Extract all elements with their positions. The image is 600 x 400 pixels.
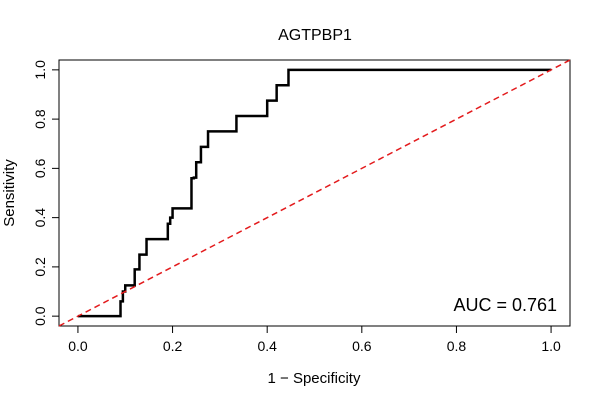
y-axis-title: Sensitivity	[1, 159, 18, 227]
chart-title: AGTPBP1	[278, 27, 352, 44]
x-tick-label: 0.6	[352, 338, 372, 354]
reference-diagonal-line	[58, 59, 571, 327]
series-layer	[58, 59, 571, 327]
y-tick-label: 0.6	[32, 158, 48, 178]
roc-curve-line	[77, 68, 552, 318]
auc-annotation: AUC = 0.761	[453, 295, 557, 315]
x-tick-label: 0.8	[447, 338, 467, 354]
x-tick-label: 0.2	[163, 338, 183, 354]
y-tick-label: 0.2	[32, 257, 48, 277]
x-tick-label: 0.4	[257, 338, 277, 354]
y-tick-label: 0.8	[32, 109, 48, 129]
x-tick-label: 1.0	[541, 338, 561, 354]
y-tick-label: 0.4	[32, 208, 48, 228]
x-axis: 0.0 0.2 0.4 0.6 0.8 1.0	[68, 325, 561, 354]
y-axis: 0.0 0.2 0.4 0.6 0.8 1.0	[32, 60, 60, 326]
y-tick-label: 0.0	[32, 306, 48, 326]
y-tick-label: 1.0	[32, 60, 48, 80]
x-tick-label: 0.0	[68, 338, 88, 354]
x-axis-title: 1 − Specificity	[268, 370, 361, 387]
